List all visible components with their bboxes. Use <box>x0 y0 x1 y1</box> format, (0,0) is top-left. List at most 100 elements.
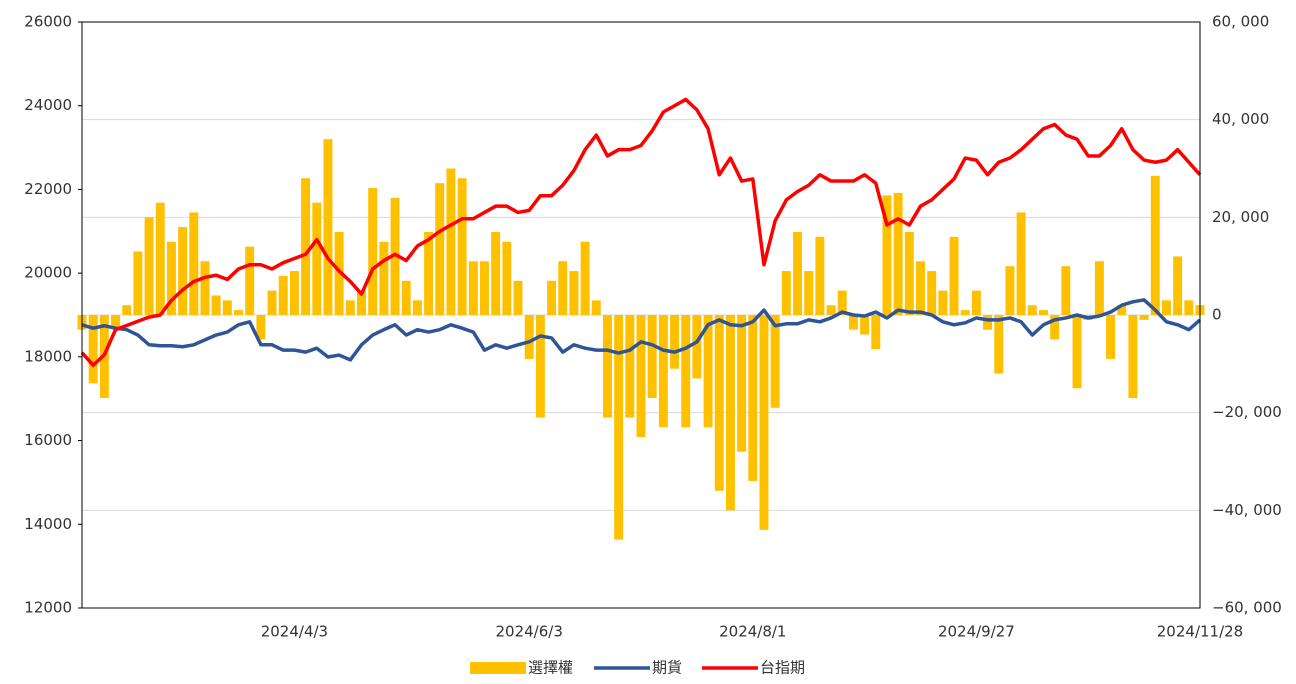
bar <box>994 315 1004 374</box>
bar <box>647 315 657 399</box>
x-tick-label: 2024/4/3 <box>261 623 328 641</box>
bar <box>200 261 210 315</box>
y-tick-label: 22000 <box>24 180 72 198</box>
y-tick-label: 24000 <box>24 96 72 114</box>
bar <box>166 241 176 315</box>
bar <box>837 290 847 315</box>
bar <box>916 261 925 315</box>
bar <box>155 202 165 315</box>
bar <box>1173 256 1183 315</box>
bar <box>222 300 232 315</box>
bar <box>1139 315 1149 320</box>
bar <box>278 275 288 315</box>
bar <box>234 310 243 315</box>
bar <box>714 315 724 491</box>
bar <box>636 315 646 438</box>
bar <box>1061 266 1071 315</box>
x-tick-label: 2024/8/1 <box>719 623 786 641</box>
y2-tick-label: 40, 000 <box>1212 110 1269 128</box>
bar <box>379 241 389 315</box>
bar <box>1050 315 1060 340</box>
bar <box>1039 310 1048 315</box>
bar <box>781 271 791 315</box>
y2-tick-label: −40, 000 <box>1212 501 1282 519</box>
bar <box>748 315 758 482</box>
bar <box>1106 315 1116 359</box>
legend-label: 期貨 <box>652 659 682 677</box>
bar <box>535 315 545 418</box>
bar <box>334 231 344 315</box>
bar <box>1161 300 1171 315</box>
bar <box>1150 175 1160 315</box>
bar <box>178 227 188 315</box>
bar <box>312 202 322 315</box>
bar <box>1128 315 1138 399</box>
bar <box>614 315 624 540</box>
bar <box>133 251 143 315</box>
bar <box>737 315 747 452</box>
bar <box>412 300 422 315</box>
y-tick-label: 14000 <box>24 515 72 533</box>
bar <box>882 195 892 315</box>
bar <box>793 231 802 315</box>
bar <box>457 178 467 315</box>
y2-tick-label: 0 <box>1212 306 1222 324</box>
y2-tick-label: −20, 000 <box>1212 403 1282 421</box>
bar <box>580 241 590 315</box>
bar <box>122 305 132 315</box>
y-tick-label: 26000 <box>24 13 72 31</box>
bar <box>401 280 411 315</box>
bar <box>547 280 557 315</box>
bar <box>390 197 400 315</box>
bar <box>949 236 959 315</box>
bar <box>938 290 948 315</box>
bar <box>927 271 937 315</box>
bar <box>524 315 534 359</box>
bar <box>435 183 445 315</box>
bar <box>848 315 858 330</box>
bar <box>502 241 512 315</box>
bar <box>289 271 299 315</box>
bar <box>804 271 814 315</box>
bar <box>625 315 635 418</box>
bar <box>144 217 154 315</box>
bar <box>815 236 825 315</box>
y-tick-label: 12000 <box>24 599 72 617</box>
bar <box>1005 266 1015 315</box>
bar <box>860 315 870 335</box>
bar <box>658 315 668 428</box>
line <box>80 97 1202 367</box>
y2-tick-label: −60, 000 <box>1212 599 1282 617</box>
bar <box>971 290 981 315</box>
bar <box>211 295 221 315</box>
bar <box>424 231 434 315</box>
bar <box>357 290 366 315</box>
y2-tick-label: 60, 000 <box>1212 13 1269 31</box>
bar <box>368 188 378 315</box>
bar <box>446 168 456 315</box>
x-tick-label: 2024/11/28 <box>1157 623 1243 641</box>
bar <box>960 310 970 315</box>
bar <box>770 315 780 408</box>
bar <box>893 192 903 315</box>
legend-label: 台指期 <box>760 659 805 677</box>
bar <box>1184 300 1194 315</box>
bar <box>323 139 333 315</box>
bar <box>681 315 691 428</box>
bar <box>692 315 702 379</box>
bar <box>1117 305 1127 315</box>
bar <box>301 178 311 315</box>
bar <box>189 212 199 315</box>
legend-swatch <box>470 662 526 674</box>
y-tick-label: 18000 <box>24 347 72 365</box>
bar <box>591 300 601 315</box>
y-tick-label: 20000 <box>24 264 72 282</box>
line <box>81 298 1202 362</box>
legend-label: 選擇權 <box>528 659 573 677</box>
plot-frame <box>81 21 1201 609</box>
bar <box>826 305 836 315</box>
bar <box>670 315 680 369</box>
bar <box>345 300 355 315</box>
bar <box>245 246 255 315</box>
